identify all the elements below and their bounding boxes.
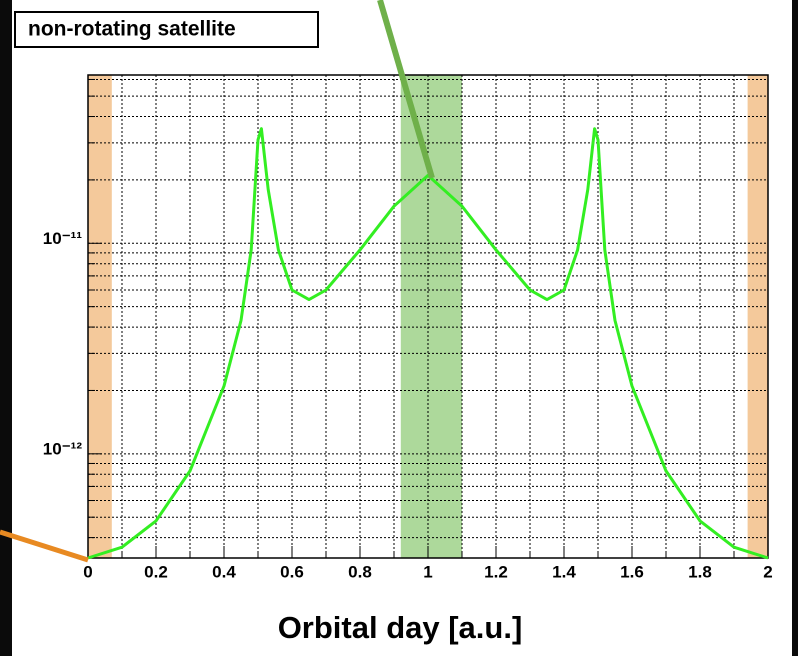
- streak-green: [377, 0, 435, 179]
- band: [400, 75, 462, 558]
- x-tick-label: 0.4: [212, 562, 236, 581]
- plot-layer: 0 0.2 0.4 0.6 0.8 1 1.2 1.4 1.6 1.8 2 10⁻¹² 10⁻¹¹: [43, 74, 773, 581]
- band: [747, 75, 768, 558]
- x-tick-label: 1.8: [688, 562, 712, 581]
- x-axis-label: Orbital day [a.u.]: [278, 610, 523, 645]
- band: [88, 75, 112, 558]
- title-box: [14, 11, 319, 48]
- y-tick-label: 10⁻¹¹: [43, 229, 83, 248]
- x-tick-label: 2: [763, 562, 772, 581]
- plot-frame: [87, 74, 769, 559]
- x-tick-label: 1.6: [620, 562, 644, 581]
- line: [87, 127, 769, 560]
- x-tick-label: 0: [83, 562, 92, 581]
- x-tick-label: 1.2: [484, 562, 508, 581]
- x-tick-label: 1: [423, 562, 432, 581]
- x-tick-label: 0.8: [348, 562, 372, 581]
- y-tick-label: 10⁻¹²: [43, 439, 83, 458]
- x-tick-label: 0.2: [144, 562, 168, 581]
- x-tick-label: 0.6: [280, 562, 304, 581]
- x-tick-label: 1.4: [552, 562, 576, 581]
- streak-orange: [0, 529, 89, 563]
- chart-title: non-rotating satellite: [28, 18, 236, 41]
